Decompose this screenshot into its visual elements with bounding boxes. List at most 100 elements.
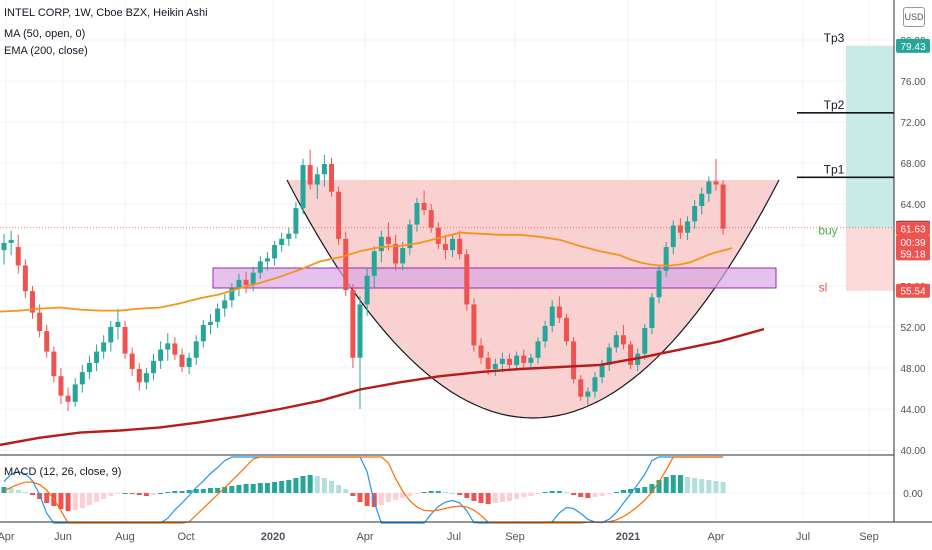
price-tag (896, 283, 930, 298)
macd-histogram-bar (457, 493, 463, 495)
currency-badge[interactable]: USD (903, 7, 925, 27)
candle-body (578, 379, 584, 397)
candle-body (563, 317, 569, 342)
candle-body (542, 325, 548, 342)
candle-body (656, 270, 662, 298)
macd-histogram-bar (571, 493, 577, 495)
macd-histogram-bar (585, 493, 591, 498)
macd-histogram-bar (314, 476, 320, 493)
macd-histogram-bar (44, 493, 50, 503)
time-tick-label: Jun (54, 531, 72, 543)
stop-zone (846, 228, 894, 291)
candle-body (613, 335, 619, 348)
ema-line (0, 327, 765, 447)
macd-histogram-bar (385, 493, 391, 502)
candle-body (307, 165, 313, 185)
candle-body (628, 344, 634, 365)
candle-body (222, 300, 228, 309)
candle-body (385, 236, 391, 244)
time-tick-label: 2021 (616, 531, 640, 543)
candle-body (229, 288, 235, 301)
macd-histogram-bar (15, 490, 21, 493)
candle-body (464, 254, 470, 305)
candle-body (549, 306, 555, 326)
macd-histogram-bar (713, 481, 719, 493)
candle-body (108, 327, 114, 343)
macd-legend: MACD (12, 26, close, 9) (4, 466, 122, 478)
candle-body (286, 233, 292, 239)
candle-body (521, 355, 527, 363)
candle-body (642, 328, 648, 354)
macd-histogram-bar (677, 475, 683, 493)
price-tick-label: 48.00 (900, 364, 925, 375)
macd-histogram-bar (499, 493, 505, 502)
macd-histogram-bar (243, 484, 249, 493)
target-label: Tp3 (824, 31, 845, 45)
candle-body (556, 306, 562, 318)
macd-histogram-bar (663, 477, 669, 493)
price-tag-text: 61.63 (900, 224, 925, 235)
candle-body (72, 384, 78, 402)
macd-histogram-bar (635, 488, 641, 493)
candle-body (699, 193, 705, 207)
macd-histogram-bar (450, 493, 456, 494)
macd-histogram-bar (250, 484, 256, 493)
candle-body (435, 227, 441, 244)
macd-histogram-bar (8, 488, 14, 493)
price-tag-text: 79.43 (900, 42, 925, 53)
candle-body (86, 362, 92, 373)
candle-body (29, 291, 35, 313)
buy-label: buy (818, 223, 837, 237)
macd-histogram-bar (186, 490, 192, 493)
macd-histogram-bar (706, 480, 712, 493)
candle-body (207, 321, 213, 325)
candle-body (706, 181, 712, 194)
candle-body (535, 341, 541, 358)
price-tick-label: 52.00 (900, 323, 925, 334)
candle-body (371, 251, 377, 276)
target-label: Tp2 (824, 98, 845, 112)
candle-body (293, 208, 299, 234)
candle-body (442, 243, 448, 251)
candle-body (172, 343, 178, 355)
macd-histogram-bar (699, 479, 705, 493)
candle-body (585, 391, 591, 397)
candle-body (58, 376, 64, 396)
time-tick-label: Apr (0, 531, 15, 543)
macd-histogram-bar (556, 491, 562, 493)
candle-body (428, 210, 434, 228)
candle-body (499, 358, 505, 364)
macd-histogram-bar (485, 493, 491, 504)
candle-body (143, 373, 149, 383)
price-tag (896, 234, 930, 249)
price-tick-label: 40.00 (900, 446, 925, 457)
macd-histogram-bar (264, 483, 270, 493)
macd-histogram-bar (492, 493, 498, 503)
candle-body (592, 377, 598, 392)
candle-body (165, 343, 171, 350)
macd-histogram-bar (421, 492, 427, 493)
macd-histogram-bar (321, 478, 327, 493)
macd-histogram-bar (86, 493, 92, 505)
candle-body (215, 308, 221, 322)
macd-histogram-bar (507, 493, 513, 501)
macd-histogram-bar (592, 493, 598, 497)
macd-histogram-bar (58, 493, 64, 509)
time-tick-label: Sep (505, 531, 525, 543)
candle-body (236, 279, 242, 289)
target-label: Tp1 (824, 162, 845, 176)
macd-histogram-bar (521, 493, 527, 497)
macd-histogram-bar (428, 491, 434, 493)
ema-legend: EMA (200, close) (4, 45, 88, 57)
candle-body (37, 312, 43, 332)
macd-histogram-bar (563, 492, 569, 493)
time-tick-label: Sep (859, 531, 879, 543)
macd-histogram-bar (286, 480, 292, 493)
price-tag-text: 00:39 (900, 238, 925, 249)
candle-body (300, 165, 306, 209)
price-tick-label: 72.00 (900, 118, 925, 129)
candle-body (8, 239, 14, 243)
candle-body (649, 297, 655, 329)
